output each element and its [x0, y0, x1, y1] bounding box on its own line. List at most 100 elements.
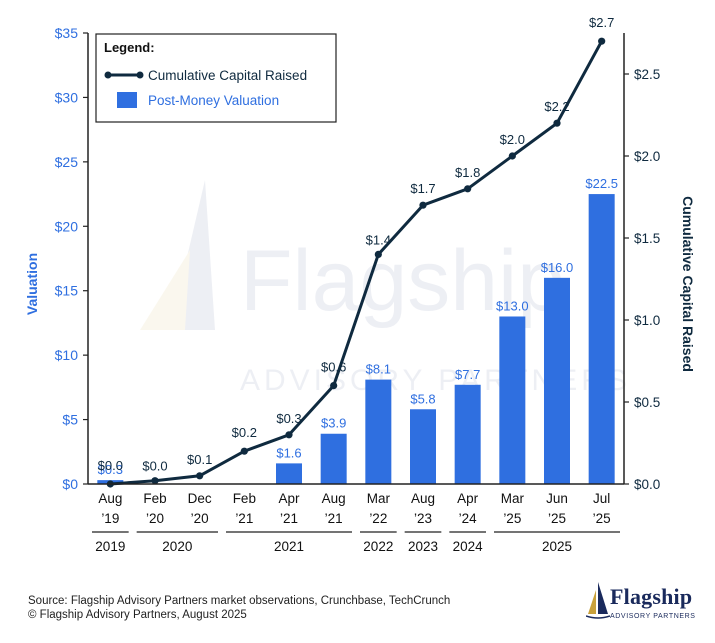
x-tick-month-0: Aug	[98, 491, 122, 506]
year-group-label-0: 2019	[95, 539, 125, 554]
year-group-label-2: 2021	[274, 539, 304, 554]
line-point-3	[240, 447, 248, 455]
x-tick-month-1: Feb	[143, 491, 166, 506]
left-tick-label-5: $25	[55, 154, 79, 170]
left-tick-label-0: $0	[62, 476, 78, 492]
year-group-label-5: 2024	[453, 539, 484, 554]
bar-11	[588, 194, 615, 485]
legend-line-marker	[104, 71, 112, 79]
right-tick-label-2: $1.0	[634, 313, 660, 328]
right-axis-ticks: $0.0 $0.5 $1.0 $1.5 $2.0 $2.5	[624, 67, 660, 492]
line-label-8: $1.8	[455, 165, 480, 180]
line-point-1	[151, 477, 159, 485]
right-tick-label-1: $0.5	[634, 395, 660, 410]
line-label-4: $0.3	[276, 411, 301, 426]
line-point-10	[553, 119, 561, 127]
bar-10	[544, 277, 570, 484]
line-label-10: $2.2	[544, 99, 569, 114]
legend: Legend: Cumulative Capital Raised Post-M…	[95, 33, 337, 123]
logo-word: Flagship	[610, 584, 693, 609]
watermark-sail-icon-2	[140, 250, 190, 330]
x-tick-year-10: ’25	[548, 511, 566, 526]
bar-6	[365, 379, 392, 484]
legend-line-label: Cumulative Capital Raised	[148, 68, 307, 83]
bar-label-7: $5.8	[410, 391, 435, 406]
line-label-5: $0.6	[321, 360, 346, 375]
bar-label-8: $7.7	[455, 367, 480, 382]
bar-label-5: $3.9	[321, 416, 346, 431]
bar-4	[276, 463, 302, 484]
logo: Flagship ADVISORY PARTNERS	[586, 580, 706, 630]
x-tick-month-4: Apr	[278, 491, 300, 506]
line-point-5	[330, 382, 338, 390]
logo-subtitle: ADVISORY PARTNERS	[610, 613, 696, 620]
line-point-11	[598, 37, 606, 45]
line-point-9	[508, 152, 516, 160]
bar-9	[499, 316, 526, 484]
line-label-3: $0.2	[232, 425, 257, 440]
x-tick-month-5: Aug	[322, 491, 346, 506]
year-group-label-6: 2025	[542, 539, 572, 554]
right-tick-label-0: $0.0	[634, 477, 660, 492]
x-tick-year-5: ’21	[325, 511, 343, 526]
bar-label-11: $22.5	[585, 176, 618, 191]
legend-bar-label: Post-Money Valuation	[148, 93, 279, 108]
x-tick-year-9: ’25	[503, 511, 521, 526]
x-tick-year-2: ’20	[191, 511, 209, 526]
x-tick-month-2: Dec	[188, 491, 212, 506]
line-layer	[106, 37, 606, 488]
bar-label-9: $13.0	[496, 298, 529, 313]
line-label-11: $2.7	[589, 15, 614, 30]
sail-logo-icon	[586, 582, 610, 619]
x-tick-year-8: ’24	[459, 511, 478, 526]
x-tick-month-7: Aug	[411, 491, 435, 506]
cumulative-line	[110, 40, 603, 486]
right-axis-title: Cumulative Capital Raised	[680, 196, 696, 372]
bar-label-10: $16.0	[541, 260, 574, 275]
x-axis-ticks: Aug ’19 Feb ’20 Dec ’20 Feb ’21 Apr ’21 Aug ’21 Mar ’…	[98, 491, 610, 526]
x-tick-year-1: ’20	[146, 511, 164, 526]
year-group-label-3: 2022	[363, 539, 393, 554]
left-tick-label-2: $10	[55, 347, 79, 363]
left-axis-ticks: $0 $5 $10 $15 $20 $25 $30 $35	[55, 25, 88, 492]
bar-7	[410, 409, 436, 484]
left-tick-label-6: $30	[55, 89, 79, 105]
line-label-1: $0.0	[142, 459, 167, 474]
right-tick-label-4: $2.0	[634, 149, 660, 164]
x-tick-month-11: Jul	[593, 491, 610, 506]
left-axis-title: Valuation	[24, 253, 40, 315]
line-label-7: $1.7	[410, 181, 435, 196]
line-label-2: $0.1	[187, 452, 212, 467]
footer: Source: Flagship Advisory Partners marke…	[28, 594, 450, 622]
watermark-sail-icon	[170, 180, 215, 330]
bar-label-4: $1.6	[276, 445, 301, 460]
x-tick-year-0: ’19	[101, 511, 119, 526]
x-tick-year-3: ’21	[235, 511, 253, 526]
bar-5	[320, 433, 347, 484]
line-point-4	[285, 431, 293, 439]
line-labels-layer: $0.0 $0.0 $0.1 $0.2 $0.3 $0.6 $1.4 $1.7 $1.8 $2.0…	[98, 15, 615, 474]
line-label-0: $0.0	[98, 458, 123, 473]
line-point-7	[419, 201, 427, 209]
bar-8	[454, 384, 481, 484]
legend-bar-swatch	[117, 92, 137, 108]
x-tick-month-3: Feb	[233, 491, 256, 506]
bars-layer	[97, 194, 615, 485]
left-tick-label-4: $20	[55, 218, 79, 234]
legend-line-marker-2	[136, 71, 144, 79]
x-tick-year-7: ’23	[414, 511, 432, 526]
year-group-label-1: 2020	[162, 539, 192, 554]
year-groups: 2019 2020 2021 2022 2023 2024 2025	[92, 531, 620, 554]
line-point-2	[196, 472, 204, 480]
x-tick-year-6: ’22	[369, 511, 387, 526]
left-tick-label-3: $15	[55, 283, 79, 299]
bar-labels-layer: $0.3 $1.6 $3.9 $8.1 $5.8 $7.7 $13.0 $16.0 $22.5	[98, 176, 618, 477]
bar-label-0: $0.3	[98, 462, 123, 477]
year-group-label-4: 2023	[408, 539, 438, 554]
legend-title: Legend:	[104, 40, 155, 55]
x-tick-month-10: Jun	[546, 491, 568, 506]
line-point-6	[374, 250, 382, 258]
source-note: Source: Flagship Advisory Partners marke…	[28, 595, 451, 607]
left-tick-label-1: $5	[62, 412, 78, 428]
